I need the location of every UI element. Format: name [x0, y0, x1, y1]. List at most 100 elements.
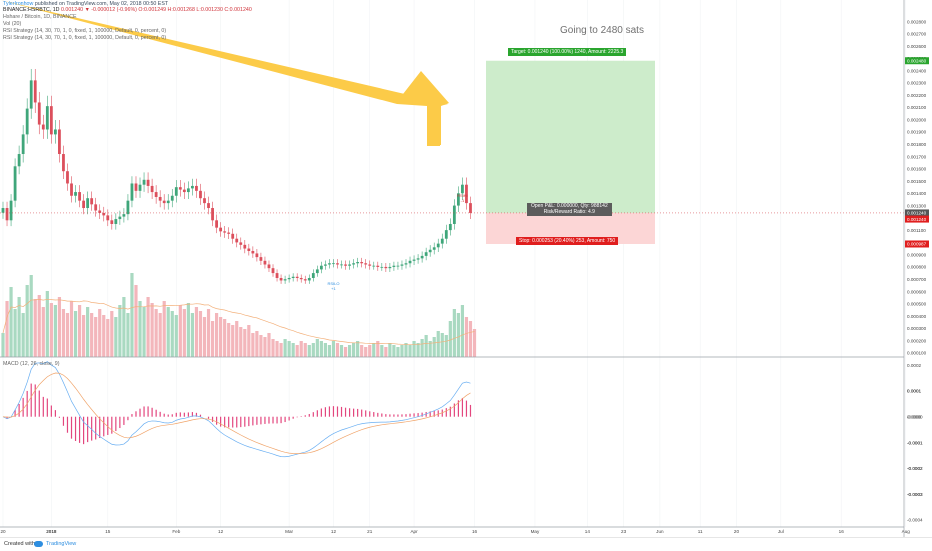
candle-body: [138, 184, 142, 191]
candle-body: [295, 276, 299, 278]
volume-bar: [206, 309, 211, 357]
time-tick-label: Jun: [656, 529, 664, 534]
price-tick-label: 0.000200: [907, 338, 927, 343]
legend-strategy-1[interactable]: RSI Strategy (14, 30, 70, 1, 0, fixed, 1…: [3, 28, 167, 34]
price-tick-label: 0.001900: [907, 130, 927, 135]
candle-body: [126, 200, 130, 215]
volume-bar: [275, 341, 279, 357]
volume-bar: [360, 345, 364, 357]
volume-bar: [102, 315, 106, 357]
candle-body: [29, 80, 33, 109]
stop-label: Stop: 0.000253 (20.40%) 253, Amount: 750: [516, 237, 619, 245]
candle-body: [1, 208, 5, 213]
candle-body: [49, 106, 53, 135]
signal-qty: +1: [331, 286, 336, 291]
candle-body: [311, 273, 315, 278]
volume-bar: [311, 343, 315, 357]
candle-body: [78, 192, 81, 201]
candle-body: [207, 203, 210, 209]
candle-body: [408, 260, 412, 264]
candle-body: [416, 258, 420, 260]
volume-bar: [219, 317, 223, 357]
candle-body: [102, 212, 106, 216]
candle-body: [162, 200, 166, 204]
candle-body: [448, 223, 452, 231]
volume-bar: [396, 347, 400, 357]
volume-bar: [114, 317, 118, 357]
candle-body: [319, 265, 323, 270]
price-marker-label: 0.001240: [907, 211, 927, 216]
volume-bar: [291, 343, 295, 357]
author-link[interactable]: TylerIronhow: [3, 1, 34, 7]
volume-bar: [223, 319, 227, 357]
macd-pane: 0.00020.00010.00010.0000-0.0000-0.0001-0…: [2, 361, 923, 523]
volume-bar: [33, 299, 37, 357]
volume-bar: [142, 307, 146, 357]
volume-bar: [303, 343, 307, 357]
price-tick-label: 0.001700: [907, 154, 927, 159]
candle-body: [388, 266, 392, 269]
macd-tick-label: -0.0003: [907, 492, 923, 497]
volume-bar: [279, 343, 283, 357]
volume-bar: [150, 303, 154, 357]
volume-bar: [65, 313, 70, 357]
volume-bar: [335, 343, 340, 357]
target-zone: [486, 60, 655, 213]
tradingview-logo-icon: [34, 541, 43, 547]
legend-strategy-2[interactable]: RSI Strategy (14, 30, 70, 1, 0, fixed, 1…: [3, 35, 167, 41]
candle-body: [255, 253, 259, 258]
volume-bar: [400, 345, 404, 357]
candle-body: [456, 193, 460, 206]
volume-bar: [174, 315, 178, 357]
volume-bar: [440, 333, 444, 357]
volume-bar: [138, 301, 142, 357]
volume-bar: [98, 309, 102, 357]
publish-info: TylerIronhow published on TradingView.co…: [3, 1, 168, 8]
volume-bar: [247, 325, 251, 357]
price-marker-box: [905, 57, 929, 65]
time-tick-label: Apr: [410, 529, 418, 534]
volume-bar: [69, 301, 74, 357]
macd-signal-line: [2, 372, 471, 455]
candle-body: [178, 187, 182, 190]
volume-bar: [130, 273, 134, 357]
candle-body: [122, 214, 126, 217]
volume-bar: [37, 295, 41, 357]
candle-body: [307, 277, 311, 281]
volume-bar: [388, 343, 392, 357]
volume-bar: [158, 313, 162, 357]
candle-body: [166, 200, 170, 204]
candle-body: [364, 263, 368, 265]
price-tick-label: 0.002100: [907, 105, 927, 110]
candle-body: [372, 265, 376, 267]
volume-bar: [412, 341, 416, 357]
candle-body: [53, 129, 57, 135]
candle-body: [130, 183, 134, 201]
time-tick-label: 11: [698, 529, 703, 534]
volume-bar: [468, 321, 473, 357]
legend-series-title[interactable]: Hshare / Bitcoin, 1D, BINANCE: [3, 14, 77, 20]
volume-bar: [339, 345, 344, 357]
volume-bar: [364, 347, 368, 357]
volume-bar: [9, 287, 13, 357]
volume-bar: [239, 327, 243, 357]
time-tick-label: Feb: [172, 529, 180, 534]
legend-volume[interactable]: Vol (20): [3, 21, 22, 27]
candle-body: [348, 264, 351, 266]
footer: Created with TradingView: [0, 537, 932, 551]
macd-legend[interactable]: MACD (12, 26, close, 9): [3, 361, 60, 367]
volume-bar: [464, 317, 469, 357]
volume-bar: [460, 305, 465, 357]
price-marker-box: [905, 240, 929, 248]
volume-bar: [227, 323, 231, 357]
price-tick-label: 0.000400: [907, 314, 927, 319]
macd-tick-label: -0.0000: [907, 415, 923, 420]
volume-bar: [384, 347, 388, 357]
time-tick-label: 2018: [46, 529, 57, 534]
candle-body: [271, 268, 275, 274]
candle-body: [21, 134, 25, 155]
tradingview-brand[interactable]: TradingView: [46, 541, 77, 547]
volume-bar: [126, 313, 130, 357]
price-tick-label: 0.000500: [907, 302, 927, 307]
